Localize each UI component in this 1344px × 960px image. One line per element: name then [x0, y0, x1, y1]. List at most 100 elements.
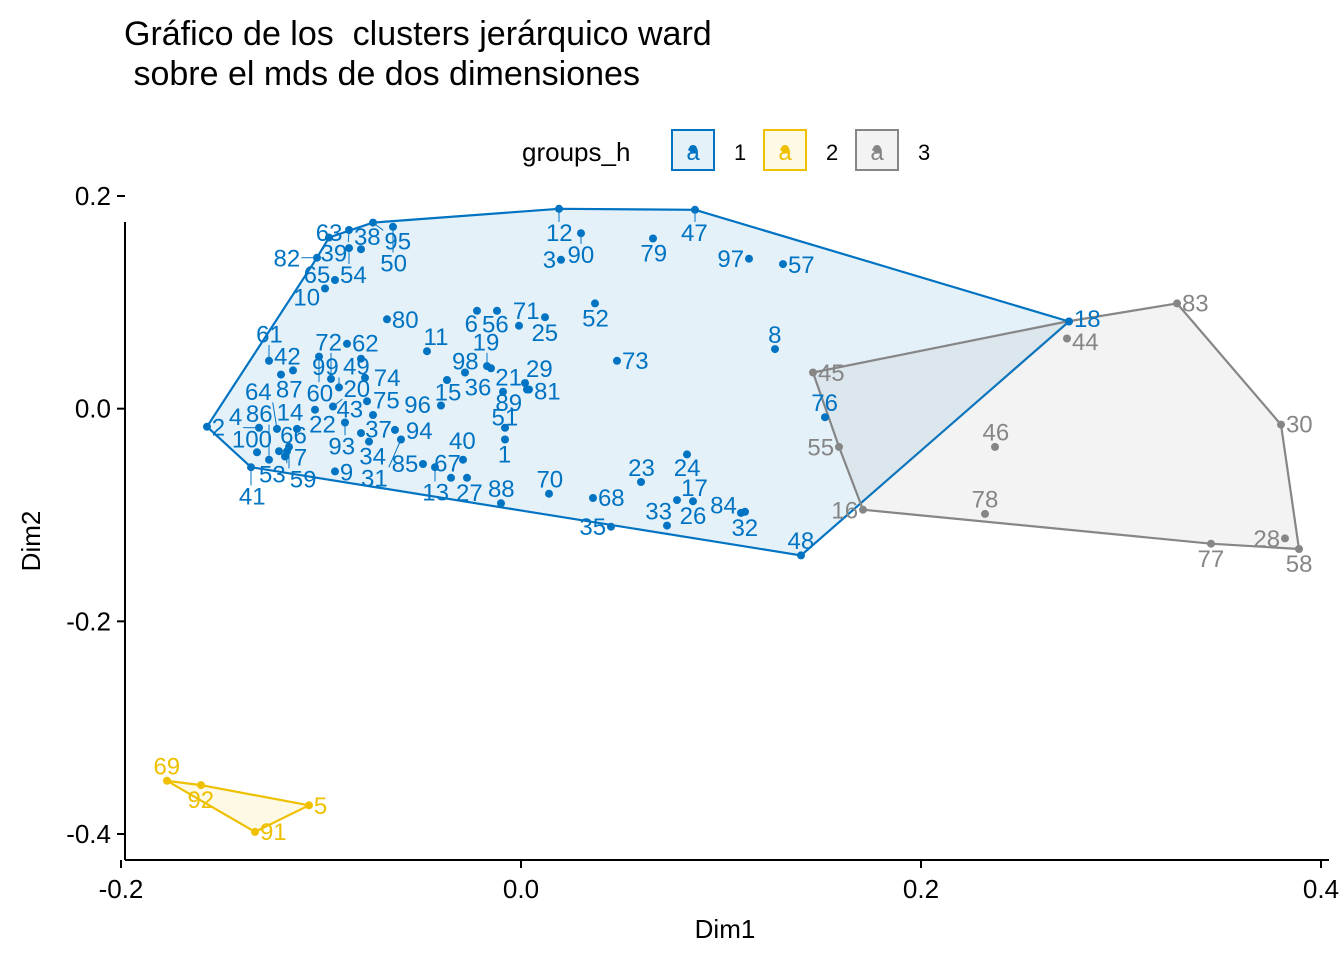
point-label-70: 70 — [536, 467, 563, 494]
point-97 — [745, 254, 753, 263]
point-label-74: 74 — [374, 365, 401, 392]
point-label-59: 59 — [290, 467, 317, 494]
point-label-63: 63 — [316, 220, 343, 247]
point-11 — [423, 347, 431, 356]
leader-line-64 — [272, 402, 278, 429]
point-label-35: 35 — [579, 514, 606, 541]
point-label-68: 68 — [598, 485, 625, 512]
point-label-97: 97 — [717, 246, 744, 273]
point-33 — [663, 521, 671, 530]
point-label-6: 6 — [465, 311, 478, 338]
point-label-92: 92 — [187, 787, 214, 814]
point-85 — [419, 460, 427, 468]
point-label-44: 44 — [1072, 329, 1099, 356]
point-label-37: 37 — [365, 416, 392, 443]
legend-key-point — [781, 145, 789, 153]
cluster-hulls — [165, 207, 1301, 834]
point-87 — [289, 366, 297, 375]
point-28 — [1281, 534, 1289, 543]
point-label-22: 22 — [309, 412, 336, 439]
legend-key-point — [873, 145, 881, 153]
point-label-15: 15 — [435, 379, 462, 406]
point-36 — [487, 364, 495, 373]
point-61 — [265, 356, 273, 365]
point-label-2: 2 — [212, 415, 225, 442]
point-label-87: 87 — [276, 377, 303, 404]
point-label-76: 76 — [811, 390, 838, 417]
point-label-56: 56 — [482, 312, 509, 339]
point-label-88: 88 — [488, 476, 515, 503]
x-tick-label: 0.2 — [903, 874, 939, 904]
point-72 — [327, 374, 335, 383]
point-label-69: 69 — [153, 754, 180, 781]
point-label-57: 57 — [788, 252, 815, 279]
point-label-20: 20 — [343, 376, 370, 403]
point-43 — [369, 411, 377, 419]
point-label-77: 77 — [1198, 546, 1225, 573]
point-label-30: 30 — [1286, 412, 1313, 439]
point-4 — [255, 423, 263, 432]
point-2 — [203, 422, 211, 431]
point-label-60: 60 — [306, 380, 333, 407]
point-label-75: 75 — [373, 388, 400, 415]
point-label-50: 50 — [380, 251, 407, 278]
point-5 — [305, 801, 313, 810]
point-76 — [821, 413, 829, 422]
point-83 — [1173, 299, 1181, 308]
point-21 — [521, 379, 529, 388]
point-label-4: 4 — [229, 404, 242, 431]
point-58 — [1295, 545, 1303, 553]
point-17 — [673, 496, 681, 505]
point-71 — [515, 321, 523, 330]
point-91 — [251, 827, 259, 836]
point-59 — [285, 442, 293, 451]
point-8 — [771, 345, 779, 354]
point-label-47: 47 — [681, 220, 708, 247]
point-31 — [397, 435, 405, 444]
point-label-3: 3 — [543, 247, 556, 274]
point-62 — [343, 339, 351, 348]
point-40 — [459, 455, 467, 464]
point-label-55: 55 — [807, 434, 834, 461]
point-12 — [555, 204, 563, 213]
point-79 — [649, 234, 657, 243]
leader-line-31 — [388, 439, 402, 468]
point-label-8: 8 — [768, 322, 781, 349]
point-27 — [463, 473, 471, 482]
point-label-39: 39 — [321, 240, 348, 267]
point-label-42: 42 — [274, 343, 301, 370]
point-label-38: 38 — [354, 224, 381, 251]
point-44 — [1063, 334, 1071, 343]
point-10 — [321, 284, 329, 293]
point-16 — [859, 505, 867, 514]
point-6 — [473, 306, 481, 315]
point-56 — [493, 306, 501, 315]
point-label-29: 29 — [526, 356, 553, 383]
point-50 — [389, 222, 397, 231]
point-94 — [391, 425, 399, 434]
point-30 — [1277, 420, 1285, 429]
point-label-46: 46 — [983, 420, 1010, 447]
point-49 — [357, 354, 365, 363]
x-tick-label: 0.4 — [1303, 874, 1339, 904]
point-1 — [501, 435, 509, 444]
point-label-43: 43 — [336, 396, 363, 423]
point-label-94: 94 — [406, 418, 433, 445]
point-81 — [525, 385, 533, 394]
point-57 — [779, 260, 787, 269]
point-60 — [315, 352, 323, 361]
point-75 — [363, 397, 371, 406]
point-label-7: 7 — [294, 445, 307, 472]
point-66 — [275, 447, 283, 456]
point-label-11: 11 — [424, 324, 449, 351]
point-label-96: 96 — [404, 392, 431, 419]
point-label-41: 41 — [239, 484, 266, 511]
point-15 — [443, 376, 451, 384]
point-98 — [461, 368, 469, 377]
point-26 — [689, 497, 697, 506]
point-label-80: 80 — [392, 307, 419, 334]
point-label-27: 27 — [456, 480, 483, 507]
point-label-67: 67 — [434, 451, 461, 478]
point-label-31: 31 — [361, 466, 388, 493]
point-label-95: 95 — [384, 229, 411, 256]
